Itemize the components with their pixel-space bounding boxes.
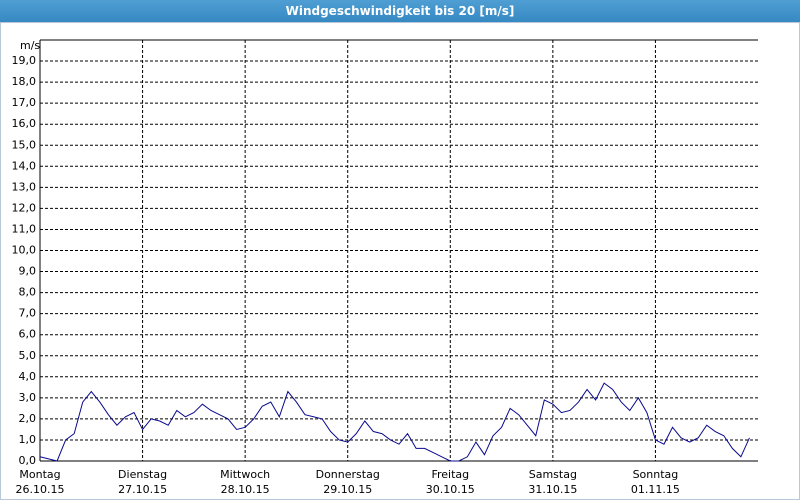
y-tick-label: 2,0 bbox=[19, 412, 37, 425]
y-tick-label: 9,0 bbox=[19, 265, 37, 278]
chart: m/s 0,0 1,0 2,0 3,0 4,0 5,0 6,0 7,0 8,0 9,0 10,0 11… bbox=[0, 22, 800, 500]
x-tick-date: 31.10.15 bbox=[528, 483, 577, 496]
y-tick-label: 17,0 bbox=[12, 96, 37, 109]
x-tick-label: Donnerstag bbox=[316, 468, 380, 481]
x-tick-date: 01.11.15 bbox=[631, 483, 680, 496]
x-tick-label: Mittwoch bbox=[220, 468, 270, 481]
x-tick-label: Dienstag bbox=[118, 468, 167, 481]
y-tick-label: 3,0 bbox=[19, 391, 37, 404]
x-tick-date: 29.10.15 bbox=[323, 483, 372, 496]
x-tick-date: 28.10.15 bbox=[221, 483, 270, 496]
x-tick-date: 26.10.15 bbox=[16, 483, 65, 496]
y-tick-label: 13,0 bbox=[12, 180, 37, 193]
y-tick-label: 8,0 bbox=[19, 286, 37, 299]
x-tick-date: 30.10.15 bbox=[426, 483, 475, 496]
y-tick-label: 15,0 bbox=[12, 138, 37, 151]
y-tick-label: 0,0 bbox=[19, 454, 37, 467]
window-frame bbox=[0, 22, 800, 500]
y-tick-label: 16,0 bbox=[12, 117, 37, 130]
y-tick-label: 4,0 bbox=[19, 370, 37, 383]
y-tick-label: 5,0 bbox=[19, 349, 37, 362]
y-tick-label: 14,0 bbox=[12, 159, 37, 172]
x-tick-label: Freitag bbox=[431, 468, 469, 481]
y-tick-label: 11,0 bbox=[12, 222, 37, 235]
y-tick-label: 10,0 bbox=[12, 244, 37, 257]
chart-title: Windgeschwindigkeit bis 20 [m/s] bbox=[0, 0, 800, 22]
y-tick-label: 6,0 bbox=[19, 328, 37, 341]
y-tick-label: 7,0 bbox=[19, 307, 37, 320]
x-tick-label: Sonntag bbox=[633, 468, 679, 481]
x-tick-date: 27.10.15 bbox=[118, 483, 167, 496]
x-tick-label: Samstag bbox=[529, 468, 577, 481]
y-tick-label: 19,0 bbox=[12, 54, 37, 67]
y-tick-label: 18,0 bbox=[12, 75, 37, 88]
y-axis-label: m/s bbox=[20, 39, 40, 52]
y-tick-label: 12,0 bbox=[12, 201, 37, 214]
data-line bbox=[39, 382, 750, 462]
y-tick-label: 1,0 bbox=[19, 433, 37, 446]
x-tick-label: Montag bbox=[19, 468, 60, 481]
